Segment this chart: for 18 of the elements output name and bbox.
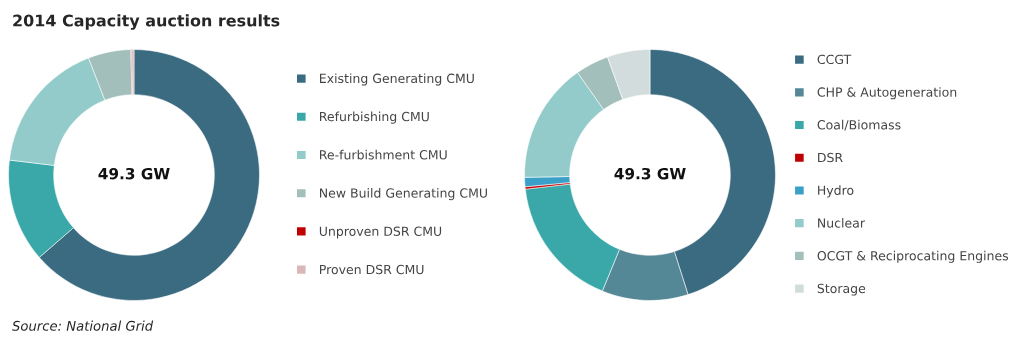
legend-label: CCGT xyxy=(817,54,852,65)
legend-label: Hydro xyxy=(818,185,854,198)
text: 49.3 GW xyxy=(98,167,170,180)
source-note: Source: National Grid xyxy=(12,320,154,331)
legend-label: New Build Generating CMU xyxy=(320,188,487,201)
legend-label: DSR xyxy=(818,152,843,163)
legend-label: Storage xyxy=(817,283,866,296)
legend-label: Existing Generating CMU xyxy=(320,73,474,86)
legend-label: CHP & Autogeneration xyxy=(817,87,957,100)
legend-label: Nuclear xyxy=(818,218,865,228)
legend-label: Coal/Biomass xyxy=(817,119,901,131)
legend-label: Re-furbishment CMU xyxy=(320,149,447,160)
text: 49.3 GW xyxy=(614,167,686,180)
legend-label: Unproven DSR CMU xyxy=(319,226,442,239)
legend-label: Refurbishing CMU xyxy=(320,111,429,124)
legend-label: OCGT & Reciprocating Engines xyxy=(817,250,1009,263)
legend-label: Proven DSR CMU xyxy=(320,264,424,275)
chart-title: 2014 Capacity auction results xyxy=(13,14,280,30)
